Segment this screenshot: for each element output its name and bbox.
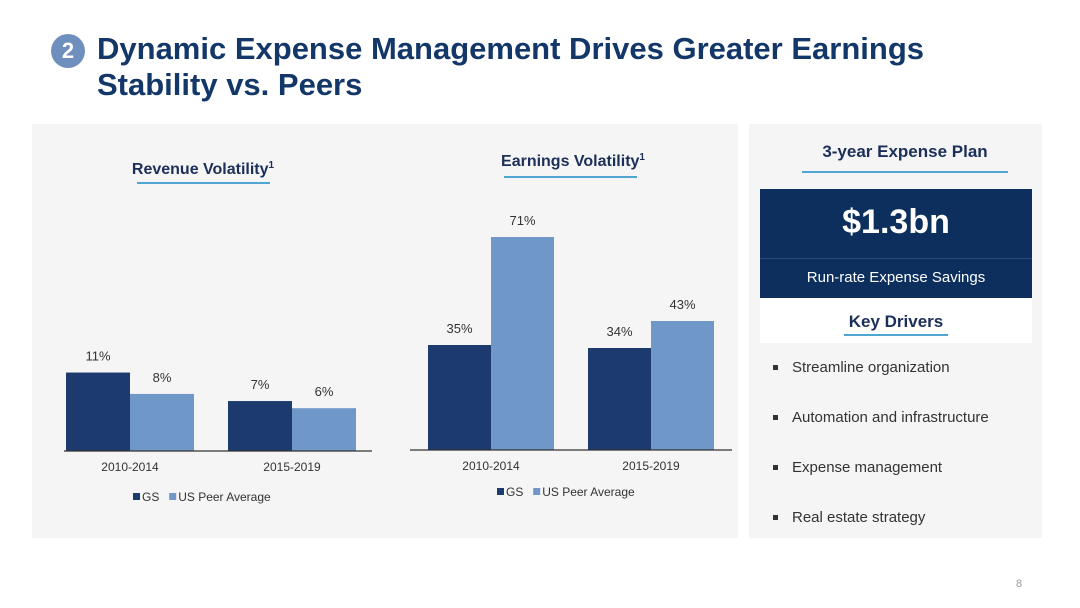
- revenue-chart-legend-swatch: [169, 493, 177, 500]
- revenue-chart-data-label: 8%: [153, 370, 172, 385]
- revenue-chart-title: Revenue Volatility1: [132, 160, 275, 178]
- revenue-chart-legend-label: GS: [142, 490, 159, 504]
- revenue-chart-data-label: 6%: [315, 384, 334, 399]
- earnings-chart-data-label: 34%: [606, 324, 632, 339]
- driver-item: Expense management: [772, 459, 1032, 509]
- earnings-chart-legend-swatch: [533, 488, 541, 495]
- earnings-chart-data-label: 35%: [446, 321, 472, 336]
- revenue-chart-peer-bar: [130, 393, 194, 451]
- savings-amount: $1.3bn: [842, 203, 950, 241]
- savings-label: Run-rate Expense Savings: [806, 269, 986, 286]
- earnings-chart-legend-label: US Peer Average: [542, 485, 635, 499]
- earnings-chart-category-label: 2010-2014: [462, 459, 520, 473]
- driver-item: Real estate strategy: [772, 509, 1032, 559]
- earnings-chart-gs-bar: [588, 348, 651, 450]
- revenue-chart-gs-bar: [66, 372, 130, 451]
- earnings-chart-peer-bar: [491, 237, 554, 450]
- savings-divider: [760, 258, 1032, 259]
- savings-box: $1.3bn Run-rate Expense Savings: [760, 189, 1032, 298]
- page-number: 8: [1016, 578, 1023, 590]
- earnings-chart-title: Earnings Volatility1: [501, 152, 645, 170]
- key-drivers-header: Key Drivers: [760, 298, 1032, 343]
- revenue-chart-legend-label: US Peer Average: [178, 490, 271, 504]
- slide-title: Dynamic Expense Management Drives Greate…: [97, 31, 924, 102]
- earnings-chart-legend-swatch: [497, 488, 504, 495]
- charts-panel: [32, 124, 738, 538]
- driver-item: Streamline organization: [772, 359, 1032, 409]
- key-drivers-underline: [844, 334, 948, 336]
- section-number-badge: 2: [51, 34, 85, 68]
- expense-plan-title-underline: [802, 171, 1008, 173]
- earnings-chart-data-label: 43%: [669, 297, 695, 312]
- revenue-chart-peer-bar: [292, 408, 356, 451]
- revenue-chart-gs-bar: [228, 401, 292, 451]
- earnings-chart-legend-label: GS: [506, 485, 523, 499]
- driver-item: Automation and infrastructure: [772, 409, 1032, 459]
- earnings-chart-category-label: 2015-2019: [622, 459, 680, 473]
- revenue-chart-category-label: 2010-2014: [101, 460, 159, 474]
- earnings-chart-data-label: 71%: [509, 213, 535, 228]
- revenue-chart-legend-swatch: [133, 493, 140, 500]
- revenue-chart-category-label: 2015-2019: [263, 460, 321, 474]
- key-drivers-list: Streamline organization Automation and i…: [772, 359, 1032, 559]
- expense-plan-title: 3-year Expense Plan: [822, 142, 988, 161]
- revenue-chart-data-label: 7%: [251, 377, 270, 392]
- earnings-chart-peer-bar: [651, 321, 714, 450]
- revenue-chart-data-label: 11%: [85, 349, 110, 364]
- earnings-chart-gs-bar: [428, 345, 491, 450]
- key-drivers-title: Key Drivers: [848, 312, 944, 331]
